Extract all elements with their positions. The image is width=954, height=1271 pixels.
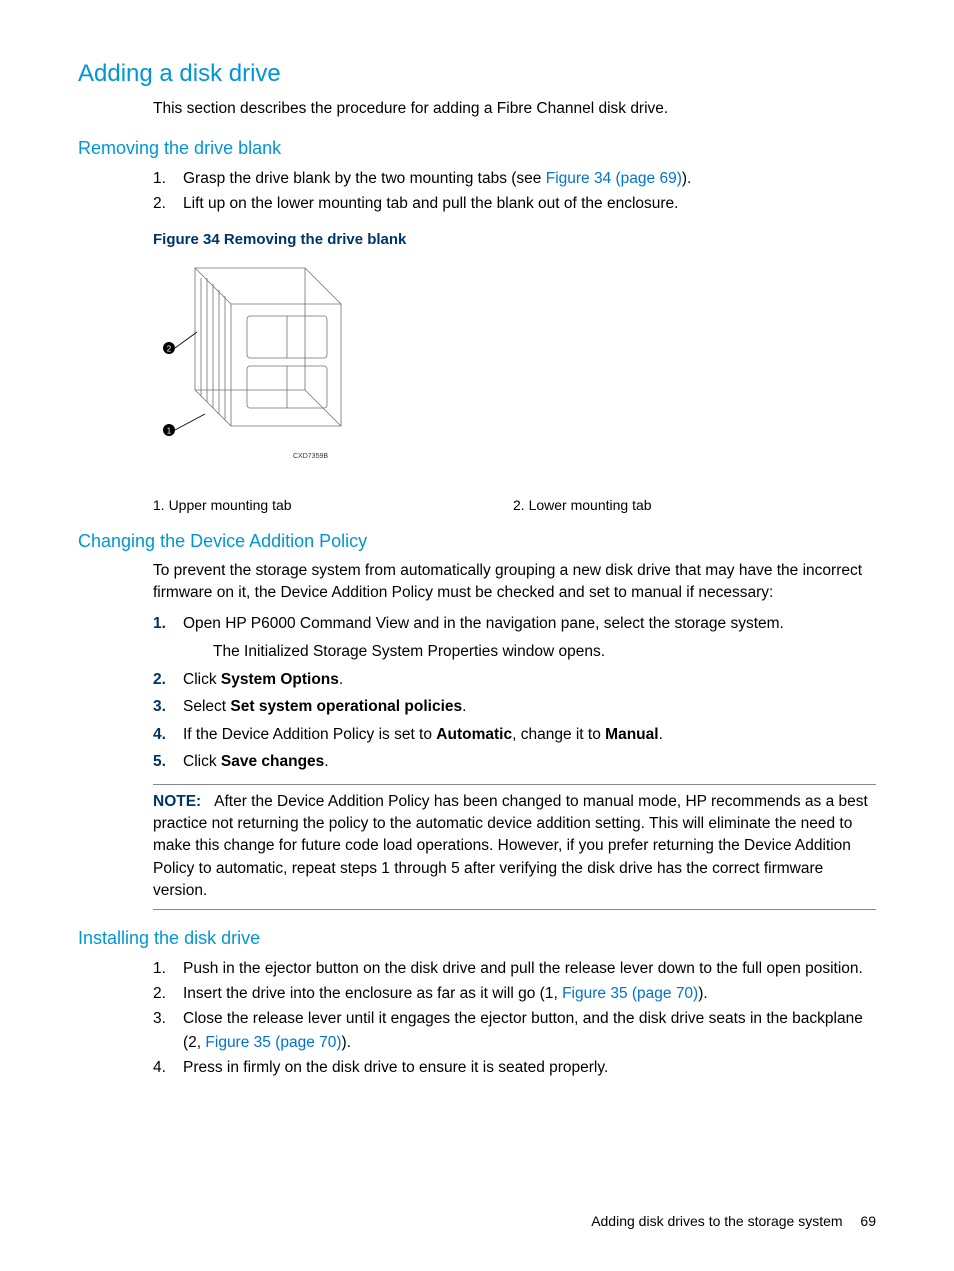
figure-34-drawing: 2 1 CXD7359B [153, 256, 876, 471]
subhead-policy: Changing the Device Addition Policy [78, 531, 876, 552]
text: , change it to [512, 726, 605, 743]
note-label: NOTE: [153, 793, 201, 810]
install-steps-list: Push in the ejector button on the disk d… [153, 957, 876, 1080]
policy-intro: To prevent the storage system from autom… [153, 560, 876, 605]
list-item: Click System Options. [153, 668, 876, 692]
figure-caption: Figure 34 Removing the drive blank [153, 231, 876, 248]
page-number: 69 [860, 1213, 876, 1229]
subhead-install: Installing the disk drive [78, 928, 876, 949]
figure-legend: 1. Upper mounting tab 2. Lower mounting … [153, 497, 876, 513]
bold-term: Set system operational policies [230, 698, 462, 715]
svg-text:2: 2 [167, 344, 172, 353]
text: Insert the drive into the enclosure as f… [183, 985, 562, 1002]
bold-term: Save changes [221, 753, 324, 770]
text: . [659, 726, 663, 743]
remove-steps-list: Grasp the drive blank by the two mountin… [153, 167, 876, 216]
policy-steps-list: Open HP P6000 Command View and in the na… [153, 612, 876, 773]
intro-paragraph: This section describes the procedure for… [153, 98, 876, 120]
bold-term: System Options [221, 671, 339, 688]
text: ). [342, 1034, 351, 1051]
text: . [462, 698, 466, 715]
text: ). [682, 170, 691, 187]
text: . [339, 671, 343, 688]
figure-link[interactable]: Figure 35 (page 70) [205, 1034, 341, 1051]
page-footer: Adding disk drives to the storage system… [591, 1213, 876, 1229]
figure-link[interactable]: Figure 35 (page 70) [562, 985, 698, 1002]
list-item: Click Save changes. [153, 750, 876, 774]
list-item: Insert the drive into the enclosure as f… [153, 982, 876, 1006]
list-item: Close the release lever until it engages… [153, 1007, 876, 1055]
figure-link[interactable]: Figure 34 (page 69) [546, 170, 682, 187]
subhead-removing: Removing the drive blank [78, 138, 876, 159]
note-box: NOTE: After the Device Addition Policy h… [153, 784, 876, 910]
list-item: Lift up on the lower mounting tab and pu… [153, 192, 876, 216]
page-title: Adding a disk drive [78, 60, 876, 88]
text: Grasp the drive blank by the two mountin… [183, 170, 546, 187]
text: . [324, 753, 328, 770]
list-item: Press in firmly on the disk drive to ens… [153, 1056, 876, 1080]
bold-term: Automatic [436, 726, 512, 743]
footer-text: Adding disk drives to the storage system [591, 1213, 842, 1229]
text: Select [183, 698, 230, 715]
legend-item: 1. Upper mounting tab [153, 497, 513, 513]
figure-ref-code: CXD7359B [293, 453, 328, 460]
list-item: Select Set system operational policies. [153, 695, 876, 719]
bold-term: Manual [605, 726, 658, 743]
text: Click [183, 753, 221, 770]
list-item: Open HP P6000 Command View and in the na… [153, 612, 876, 664]
svg-text:1: 1 [167, 426, 172, 435]
text: Click [183, 671, 221, 688]
text: ). [698, 985, 707, 1002]
list-item: Push in the ejector button on the disk d… [153, 957, 876, 981]
list-item: Grasp the drive blank by the two mountin… [153, 167, 876, 191]
list-item: If the Device Addition Policy is set to … [153, 723, 876, 747]
note-text: After the Device Addition Policy has bee… [153, 793, 868, 900]
text: Open HP P6000 Command View and in the na… [183, 615, 784, 632]
sub-paragraph: The Initialized Storage System Propertie… [213, 640, 876, 664]
text: If the Device Addition Policy is set to [183, 726, 436, 743]
legend-item: 2. Lower mounting tab [513, 497, 652, 513]
